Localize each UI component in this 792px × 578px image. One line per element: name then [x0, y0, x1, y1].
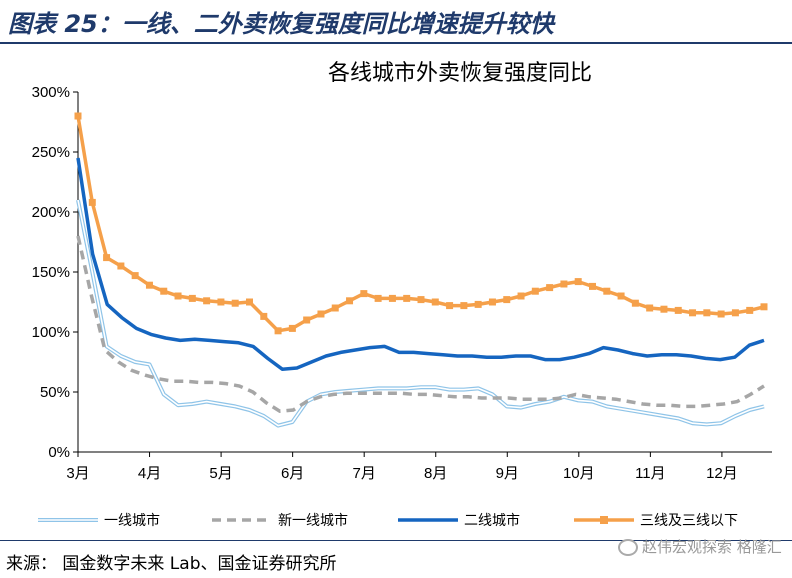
series-layer: [74, 112, 768, 428]
data-point: [174, 292, 182, 300]
data-point: [303, 316, 311, 324]
data-point: [317, 310, 325, 318]
data-point: [717, 310, 725, 318]
legend-item-3: 二线城市: [398, 512, 520, 529]
legend-label: 二线城市: [464, 512, 520, 529]
data-point: [103, 254, 111, 262]
data-point: [403, 294, 411, 302]
y-tick-label: 200%: [32, 204, 70, 221]
data-point: [88, 198, 96, 206]
series-line-outer: [76, 199, 765, 428]
data-point: [460, 302, 468, 310]
x-tick-label: 12月: [706, 465, 738, 482]
data-point: [446, 302, 454, 310]
data-point: [117, 262, 125, 270]
series-line-inner: [77, 199, 765, 427]
legend-item-2: 新一线城市: [212, 512, 348, 529]
title-rule: [0, 42, 792, 44]
data-point: [689, 309, 697, 317]
legend-item-1: 一线城市: [38, 512, 160, 529]
data-point: [517, 292, 525, 300]
data-point: [760, 303, 768, 311]
x-axis: 3月 4月 5月 6月 7月 8月 9月 10月 11月 12月: [66, 451, 772, 482]
x-tick-label: 8月: [424, 465, 447, 482]
x-tick-label: 6月: [281, 465, 304, 482]
x-tick-label: 11月: [635, 465, 666, 482]
legend-item-4: 三线及三线以下: [574, 513, 738, 529]
data-point: [217, 298, 225, 306]
data-point: [503, 296, 511, 304]
data-point: [203, 297, 211, 305]
data-point: [531, 287, 539, 295]
data-point: [631, 299, 639, 307]
x-tick-label: 10月: [563, 465, 595, 482]
x-tick-label: 3月: [66, 465, 89, 482]
source-rule: [0, 540, 792, 541]
legend-label: 新一线城市: [278, 512, 348, 529]
data-point: [160, 287, 168, 295]
series-1: [76, 199, 765, 428]
data-point: [374, 294, 382, 302]
data-point: [145, 281, 153, 289]
series-3: [76, 157, 765, 371]
data-point: [188, 294, 196, 302]
legend-label: 三线及三线以下: [640, 513, 738, 529]
source-note: 来源： 国金数字未来 Lab、国金证券研究所: [6, 554, 337, 574]
data-point: [646, 304, 654, 312]
data-point: [603, 287, 611, 295]
data-point: [703, 309, 711, 317]
data-point: [417, 296, 425, 304]
series-line: [76, 235, 765, 413]
x-tick-label: 9月: [496, 465, 519, 482]
y-tick-label: 150%: [32, 264, 70, 281]
data-point: [560, 280, 568, 288]
legend: 一线城市 新一线城市 二线城市 三线及三线以下: [38, 512, 738, 529]
data-point: [260, 312, 268, 320]
data-point: [74, 112, 82, 120]
data-point: [346, 297, 354, 305]
y-axis: 0% 50% 100% 150% 200% 250% 300%: [32, 84, 79, 461]
watermark: 赵伟宏观探索 格隆汇: [618, 536, 782, 557]
x-tick-label: 7月: [353, 465, 376, 482]
data-point: [331, 304, 339, 312]
wechat-icon: [618, 539, 638, 556]
data-point: [617, 292, 625, 300]
x-tick-label: 4月: [138, 465, 161, 482]
data-point: [488, 298, 496, 306]
data-point: [288, 324, 296, 332]
y-tick-label: 250%: [32, 144, 70, 161]
data-point: [474, 300, 482, 308]
x-tick-label: 5月: [209, 465, 232, 482]
data-point: [431, 298, 439, 306]
y-tick-label: 300%: [32, 84, 70, 101]
y-tick-label: 50%: [40, 384, 70, 401]
y-tick-label: 0%: [48, 444, 70, 461]
data-point: [546, 284, 554, 292]
chart-title: 各线城市外卖恢复强度同比: [328, 61, 592, 86]
data-point: [231, 299, 239, 307]
y-tick-label: 100%: [32, 324, 70, 341]
data-point: [660, 305, 668, 313]
series-line: [76, 157, 765, 371]
watermark-text: 赵伟宏观探索 格隆汇: [642, 538, 782, 556]
data-point: [274, 327, 282, 335]
data-point: [131, 272, 139, 280]
legend-label: 一线城市: [104, 512, 160, 529]
data-point: [246, 298, 253, 306]
series-4: [74, 112, 768, 335]
data-point: [574, 278, 582, 286]
data-point: [746, 306, 754, 314]
data-point: [360, 290, 368, 298]
legend-marker: [600, 516, 608, 524]
data-point: [674, 306, 682, 314]
data-point: [589, 282, 596, 290]
figure-title: 图表 25：一线、二外卖恢复强度同比增速提升较快: [8, 10, 554, 38]
data-point: [731, 309, 739, 317]
data-point: [388, 294, 396, 302]
series-2: [76, 235, 765, 413]
